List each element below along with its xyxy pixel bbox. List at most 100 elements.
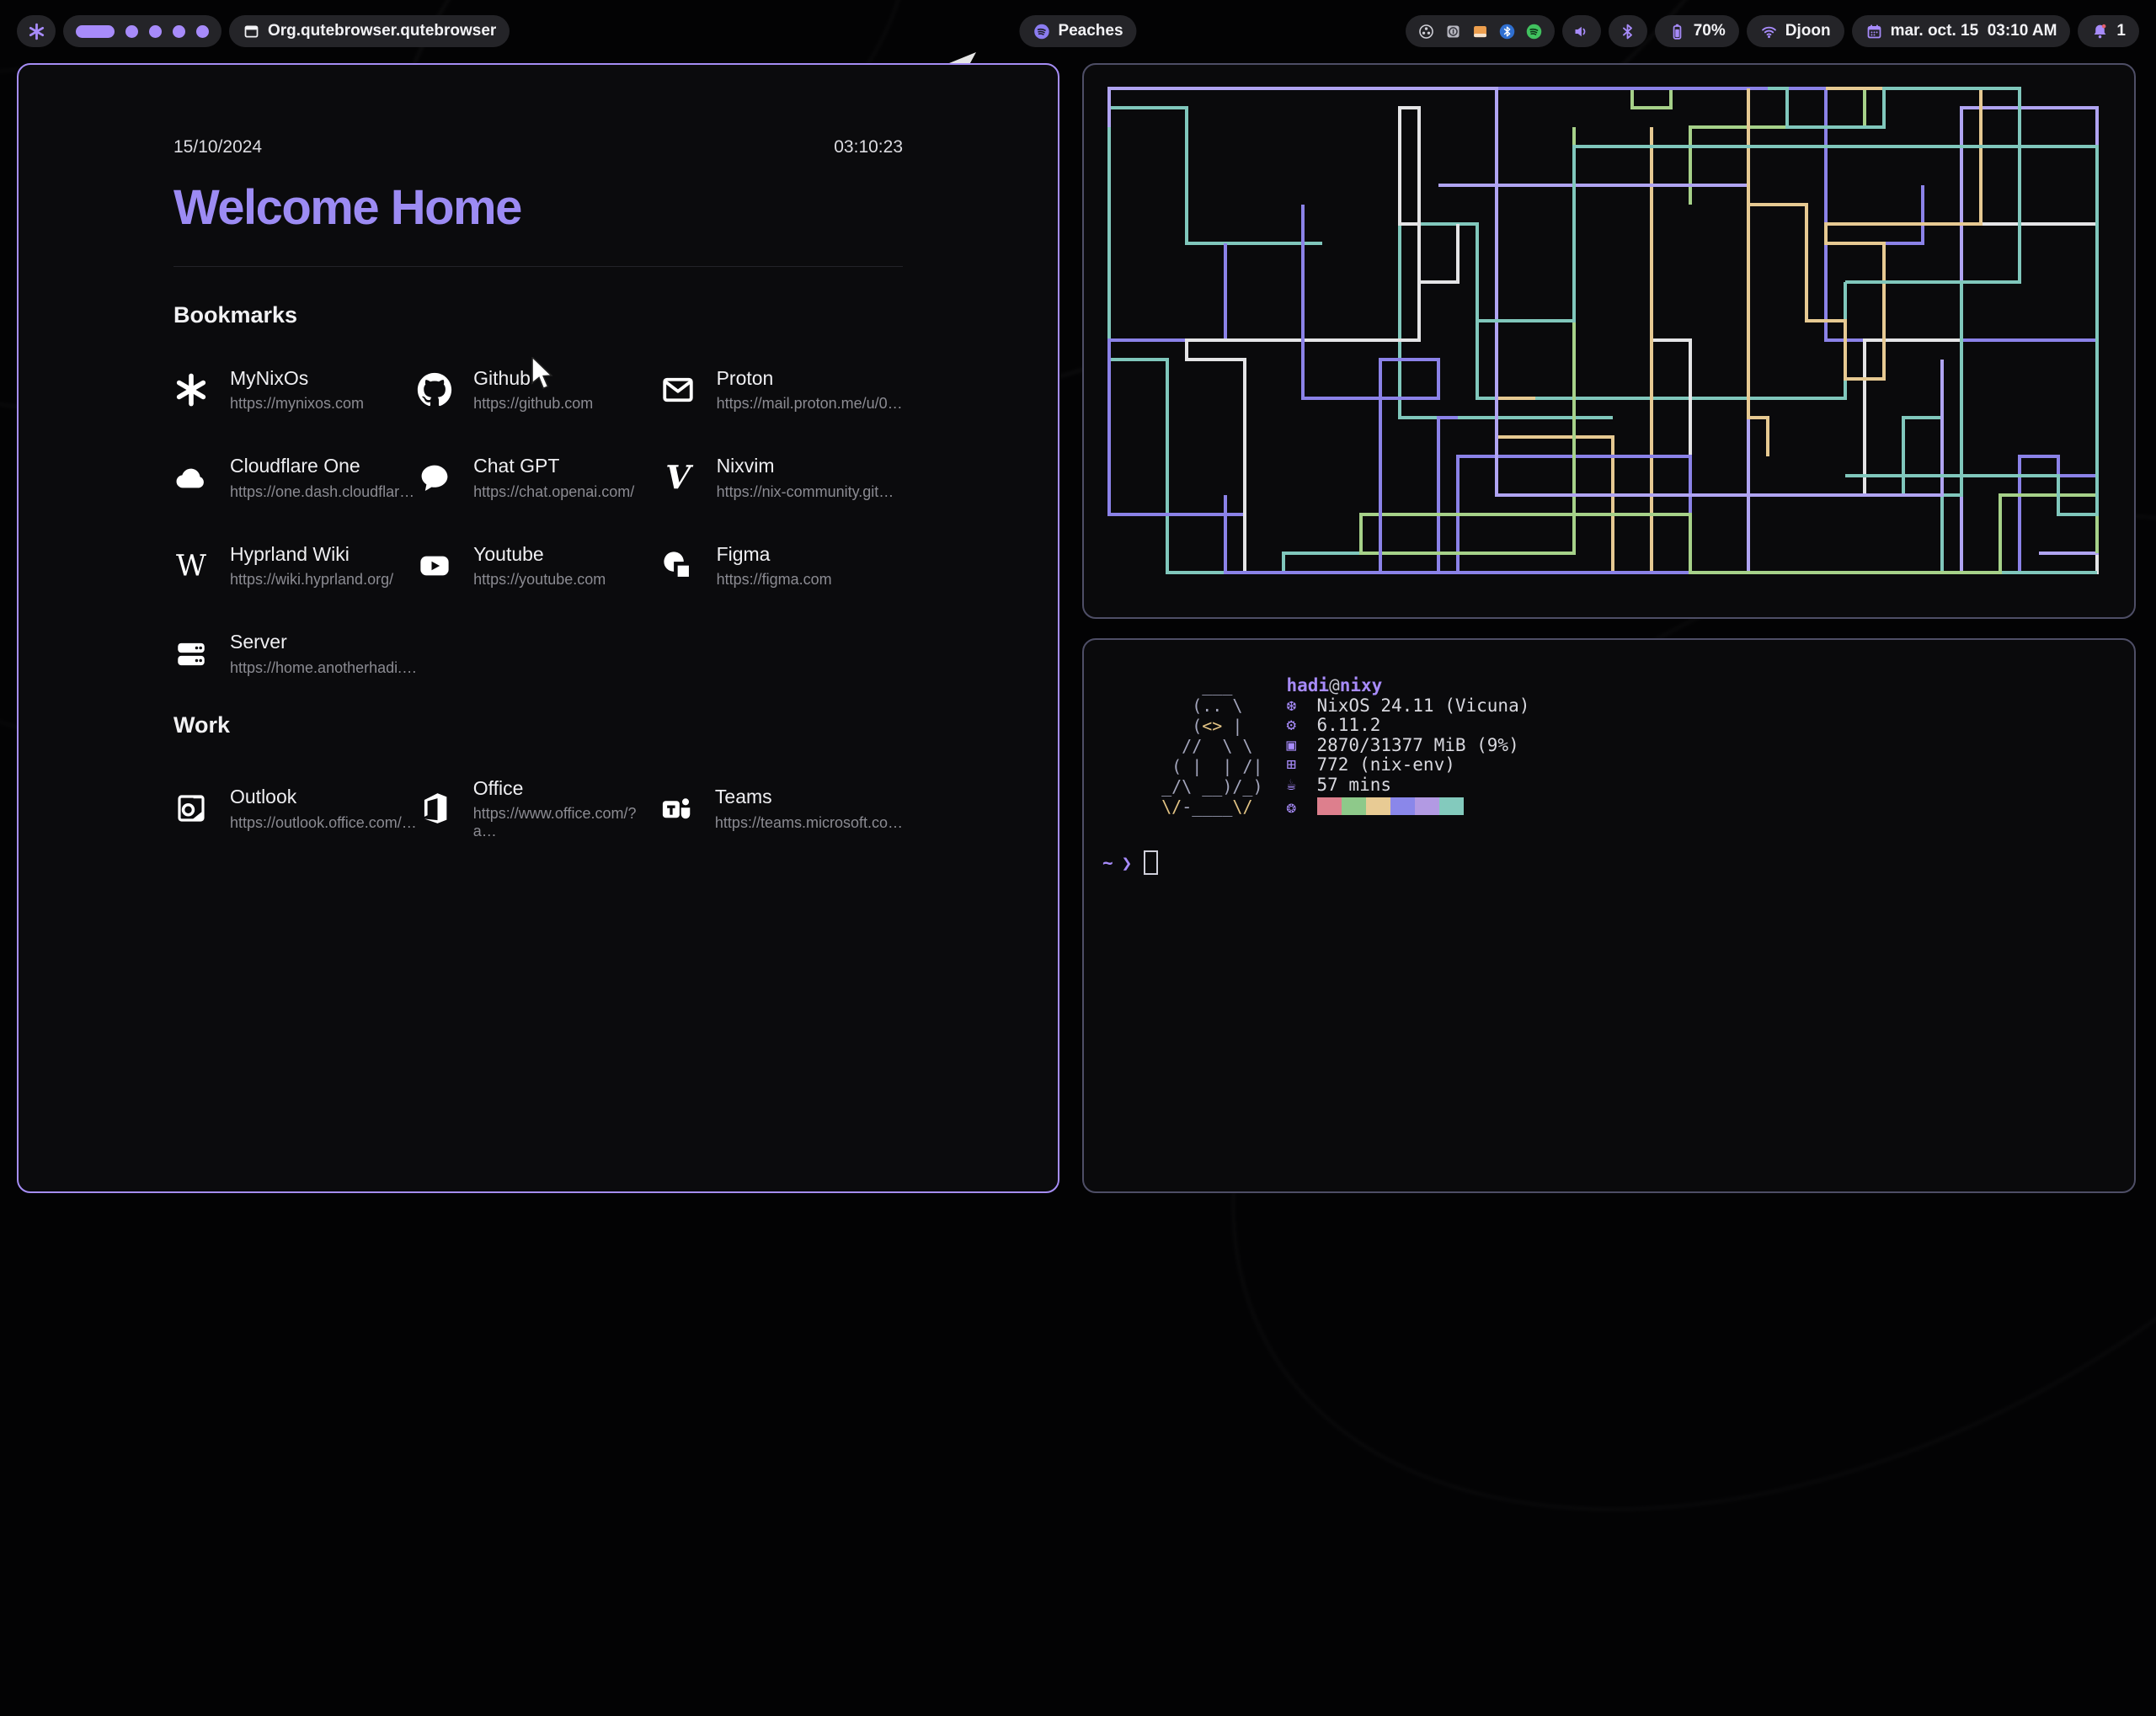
nixos-logo-icon bbox=[28, 23, 45, 40]
bookmark-url: https://github.com bbox=[473, 395, 594, 413]
top-bar: Org.qutebrowser.qutebrowser Peaches bbox=[0, 15, 2156, 49]
bookmark-item[interactable]: Github https://github.com bbox=[417, 367, 659, 413]
nix-icon bbox=[173, 372, 209, 408]
fastfetch-row: ❆ NixOS 24.11 (Vicuna) bbox=[1287, 695, 1530, 716]
nixvim-icon: V bbox=[660, 461, 696, 496]
workspace-active[interactable] bbox=[76, 24, 115, 38]
spotify-icon bbox=[1033, 23, 1050, 40]
battery-indicator[interactable]: 70% bbox=[1654, 15, 1739, 47]
outlook-icon bbox=[173, 791, 209, 826]
section-title-bookmarks: Bookmarks bbox=[173, 302, 298, 328]
fastfetch-value: 6.11.2 bbox=[1316, 715, 1381, 736]
pipe-line bbox=[1224, 205, 1440, 574]
bookmark-name: Chat GPT bbox=[473, 455, 560, 477]
fastfetch-output: ___ (.. \ (<> | // \ \ ( | | /| _/\ __)/… bbox=[1141, 675, 1529, 818]
shell-prompt[interactable]: ~ ❯ bbox=[1102, 850, 1159, 875]
bookmark-url: https://teams.microsoft.co… bbox=[714, 813, 903, 831]
divider bbox=[173, 266, 903, 267]
volume-button[interactable] bbox=[1561, 15, 1601, 47]
bluetooth-tray-icon[interactable] bbox=[1498, 23, 1516, 40]
fastfetch-lines: ❆ NixOS 24.11 (Vicuna) ⚙ 6.11.2 ▣ 2870/31377 … bbox=[1287, 695, 1530, 795]
bookmark-item[interactable]: MyNixOs https://mynixos.com bbox=[173, 367, 417, 413]
pipe-line bbox=[1747, 87, 1983, 456]
bookmark-sections: Bookmarks MyNixOs https://mynixos.com Gith… bbox=[173, 302, 903, 840]
date-label: 15/10/2024 bbox=[173, 137, 263, 157]
bookmark-item[interactable]: Server https://home.anotherhadi.… bbox=[173, 631, 417, 676]
fastfetch-row: ⚙ 6.11.2 bbox=[1287, 715, 1530, 736]
fastfetch-value: NixOS 24.11 (Vicuna) bbox=[1316, 695, 1530, 716]
github-icon bbox=[417, 372, 452, 408]
cloud-icon bbox=[173, 461, 209, 496]
bookmark-url: https://chat.openai.com/ bbox=[473, 482, 635, 500]
pipe-line bbox=[1495, 127, 1653, 574]
keepassxc-tray-icon[interactable] bbox=[1444, 23, 1462, 40]
system-tray[interactable] bbox=[1405, 15, 1555, 47]
section-title-work: Work bbox=[173, 711, 231, 738]
workspace-dot[interactable] bbox=[196, 24, 209, 38]
bookmark-item[interactable]: Teams https://teams.microsoft.co… bbox=[659, 777, 903, 840]
figma-icon bbox=[660, 548, 696, 584]
bookmark-item[interactable]: Proton https://mail.proton.me/u/0… bbox=[660, 367, 903, 413]
palette-row: ❂ bbox=[1287, 797, 1530, 818]
pipe-line bbox=[1824, 147, 2099, 574]
fastfetch-row: ⊞ 772 (nix-env) bbox=[1286, 754, 1530, 775]
bookmark-name: Office bbox=[472, 776, 524, 799]
bookmark-url: https://nix-community.git… bbox=[716, 482, 894, 500]
network-ssid: Djoon bbox=[1785, 22, 1831, 40]
obs-tray-icon[interactable] bbox=[1417, 23, 1435, 40]
active-window-chip: Org.qutebrowser.qutebrowser bbox=[229, 15, 510, 47]
pipe-line bbox=[1497, 87, 1924, 245]
mail-icon bbox=[660, 372, 696, 408]
notifications-indicator[interactable]: 1 bbox=[2078, 15, 2139, 47]
pipe-line bbox=[1768, 87, 2021, 284]
pipe-line bbox=[1107, 88, 1593, 574]
workspace-dot[interactable] bbox=[125, 24, 138, 38]
bookmark-grid: Outlook https://outlook.office.com/… Offic… bbox=[173, 777, 903, 840]
bookmark-url: https://wiki.hyprland.org/ bbox=[230, 571, 394, 589]
bluetooth-button[interactable] bbox=[1608, 15, 1647, 47]
packages-icon: ⊞ bbox=[1286, 755, 1296, 775]
bookmark-item[interactable]: Figma https://figma.com bbox=[660, 543, 903, 589]
bookmark-name: Hyprland Wiki bbox=[230, 542, 350, 565]
bookmark-item[interactable]: Youtube https://youtube.com bbox=[417, 543, 659, 589]
startpage-header: 15/10/2024 03:10:23 bbox=[173, 137, 903, 157]
qutebrowser-window[interactable]: 15/10/2024 03:10:23 Welcome Home Bookmar… bbox=[17, 63, 1059, 1193]
palette-swatch bbox=[1414, 797, 1439, 815]
spotify-tray-icon[interactable] bbox=[1525, 23, 1543, 40]
at-sign: @ bbox=[1329, 675, 1340, 695]
pipes-terminal-window[interactable] bbox=[1082, 63, 2136, 619]
prompt-arrow-icon: ❯ bbox=[1121, 852, 1133, 873]
bookmark-item[interactable]: Cloudflare One https://one.dash.cloudflar… bbox=[173, 455, 417, 500]
bookmark-item[interactable]: V Nixvim https://nix-community.git… bbox=[660, 455, 903, 500]
bookmark-item[interactable]: W Hyprland Wiki https://wiki.hyprland.org/ bbox=[173, 543, 417, 589]
files-tray-icon[interactable] bbox=[1471, 23, 1489, 40]
clock-indicator[interactable]: mar. oct. 15 03:10 AM bbox=[1851, 15, 2071, 47]
bookmark-url: https://youtube.com bbox=[473, 571, 606, 589]
media-player-button[interactable]: Peaches bbox=[1019, 15, 1137, 47]
bookmark-url: https://mynixos.com bbox=[230, 395, 365, 413]
network-indicator[interactable]: Djoon bbox=[1746, 15, 1844, 47]
workspaces-indicator[interactable] bbox=[63, 15, 221, 47]
prompt-path: ~ bbox=[1102, 852, 1113, 873]
bookmark-item[interactable]: Office https://www.office.com/?a… bbox=[417, 777, 659, 840]
bookmark-name: Teams bbox=[714, 786, 772, 808]
terminal-window[interactable]: ___ (.. \ (<> | // \ \ ( | | /| _/\ __)/… bbox=[1082, 638, 2136, 1193]
tux-ascii-art: ___ (.. \ (<> | // \ \ ( | | /| _/\ __)/… bbox=[1161, 675, 1263, 817]
bookmark-url: https://www.office.com/?a… bbox=[472, 805, 637, 840]
bookmark-grid: MyNixOs https://mynixos.com Github https://… bbox=[173, 367, 903, 677]
terminal-color-palette bbox=[1316, 797, 1464, 818]
bookmark-name: Figma bbox=[716, 542, 771, 565]
mouse-cursor bbox=[531, 357, 553, 390]
palette-swatch bbox=[1316, 797, 1342, 815]
workspace-dot[interactable] bbox=[173, 24, 185, 38]
pipe-line bbox=[1398, 222, 1847, 419]
nixos-menu-button[interactable] bbox=[17, 15, 56, 47]
hostname: nixy bbox=[1339, 675, 1383, 695]
workspace-dot[interactable] bbox=[149, 24, 162, 38]
pipe-line bbox=[1359, 127, 2099, 574]
youtube-icon bbox=[417, 548, 452, 584]
bookmark-item[interactable]: Outlook https://outlook.office.com/… bbox=[173, 777, 417, 840]
top-bar-left: Org.qutebrowser.qutebrowser bbox=[17, 15, 510, 47]
teams-icon bbox=[659, 791, 694, 826]
bookmark-item[interactable]: Chat GPT https://chat.openai.com/ bbox=[417, 455, 659, 500]
